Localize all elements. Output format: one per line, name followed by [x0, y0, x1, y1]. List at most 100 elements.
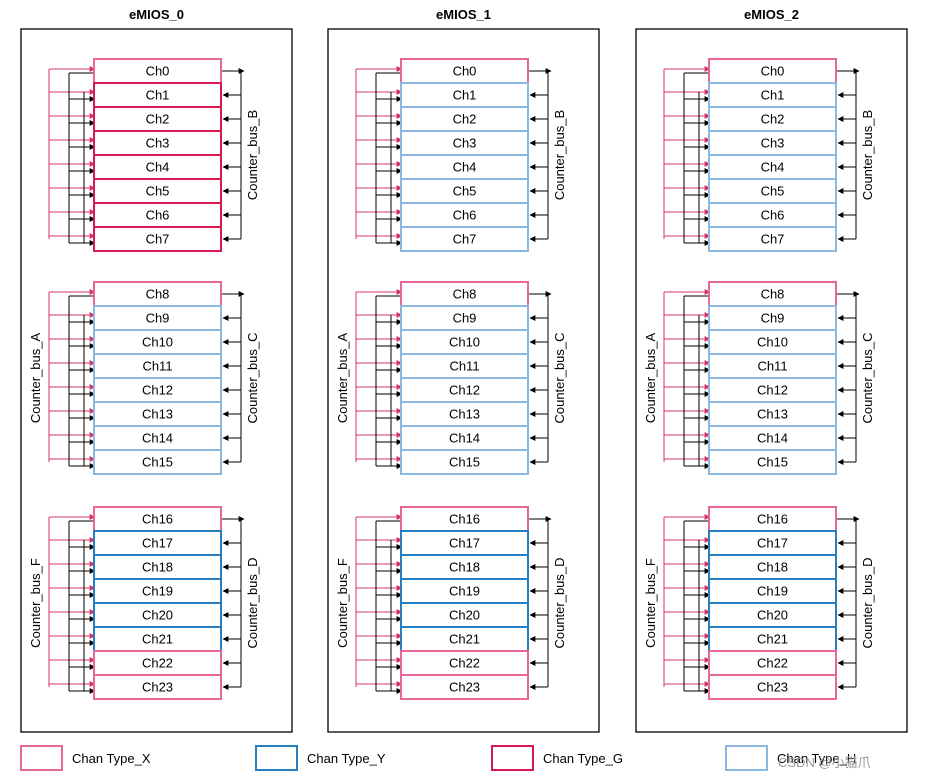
counter-bus-label: Counter_bus_B	[245, 110, 260, 200]
channel-label: Ch3	[761, 136, 785, 151]
channel-label: Ch23	[757, 680, 788, 695]
channel-label: Ch14	[142, 431, 173, 446]
channel-box-ch10	[93, 329, 222, 355]
channel-box-ch15	[400, 449, 529, 475]
channel-box-ch5	[708, 178, 837, 204]
channel-box-ch14	[708, 425, 837, 451]
module-title: eMIOS_2	[744, 7, 799, 22]
channel-box-ch8	[400, 281, 529, 307]
channel-box-ch20	[708, 602, 837, 628]
channel-group: Counter_bus_D Counter_bus_F Ch16 Ch17 Ch18 Ch…	[335, 506, 567, 700]
counter-bus-label: Counter_bus_D	[245, 557, 260, 648]
counter-bus-label: Counter_bus_A	[335, 333, 350, 424]
channel-box-ch22	[93, 650, 222, 676]
channel-box-ch8	[708, 281, 837, 307]
channel-box-ch12	[708, 377, 837, 403]
channel-box-ch15	[93, 449, 222, 475]
module-border	[327, 28, 600, 733]
module-border	[635, 28, 908, 733]
channel-box-ch14	[93, 425, 222, 451]
channel-box-ch0	[400, 58, 529, 84]
channel-label: Ch10	[757, 335, 788, 350]
channel-label: Ch15	[449, 455, 480, 470]
channel-label: Ch18	[142, 560, 173, 575]
channel-label: Ch4	[146, 160, 170, 175]
channel-box-ch18	[93, 554, 222, 580]
channel-box-ch22	[400, 650, 529, 676]
legend: Chan Type_X Chan Type_Y Chan Type_G Chan Ty…	[20, 745, 856, 771]
channel-label: Ch18	[449, 560, 480, 575]
channel-label: Ch20	[449, 608, 480, 623]
channel-label: Ch5	[761, 184, 785, 199]
channel-label: Ch1	[146, 88, 170, 103]
channel-label: Ch11	[142, 359, 172, 374]
channel-label: Ch3	[146, 136, 170, 151]
counter-bus-label: Counter_bus_C	[552, 332, 567, 423]
channel-label: Ch11	[449, 359, 479, 374]
channel-label: Ch17	[757, 536, 788, 551]
channel-label: Ch16	[449, 512, 480, 527]
channel-box-ch21	[400, 626, 529, 652]
channel-label: Ch23	[449, 680, 480, 695]
channel-label: Ch20	[757, 608, 788, 623]
channel-label: Ch22	[449, 656, 480, 671]
channel-box-ch2	[708, 106, 837, 132]
channel-box-ch5	[93, 178, 222, 204]
counter-bus-label: Counter_bus_D	[860, 557, 875, 648]
legend-label: Chan Type_G	[543, 751, 623, 766]
channel-box-ch11	[708, 353, 837, 379]
channel-group: Counter_bus_D Counter_bus_F Ch16 Ch17 Ch18 Ch…	[643, 506, 875, 700]
channel-box-ch5	[400, 178, 529, 204]
channel-label: Ch14	[449, 431, 480, 446]
channel-label: Ch9	[761, 311, 785, 326]
channel-label: Ch19	[142, 584, 173, 599]
channel-box-ch6	[708, 202, 837, 228]
legend-label: Chan Type_Y	[307, 751, 386, 766]
counter-bus-label: Counter_bus_D	[552, 557, 567, 648]
channel-box-ch13	[93, 401, 222, 427]
channel-label: Ch3	[453, 136, 477, 151]
channel-label: Ch7	[453, 232, 477, 247]
channel-label: Ch1	[453, 88, 477, 103]
module-border	[20, 28, 293, 733]
channel-label: Ch6	[453, 208, 477, 223]
channel-box-ch4	[93, 154, 222, 180]
counter-bus-label: Counter_bus_F	[643, 558, 658, 648]
channel-label: Ch19	[449, 584, 480, 599]
channel-label: Ch22	[757, 656, 788, 671]
channel-box-ch23	[708, 674, 837, 700]
module-title: eMIOS_1	[436, 7, 491, 22]
channel-box-ch23	[93, 674, 222, 700]
channel-label: Ch6	[146, 208, 170, 223]
channel-label: Ch15	[757, 455, 788, 470]
counter-bus-label: Counter_bus_F	[28, 558, 43, 648]
channel-box-ch10	[400, 329, 529, 355]
counter-bus-label: Counter_bus_B	[860, 110, 875, 200]
channel-group: Counter_bus_B Ch0 Ch1 Ch2 Ch3 Ch4 Ch5 Ch6 Ch7	[663, 58, 875, 252]
channel-label: Ch18	[757, 560, 788, 575]
legend-swatch-type-h	[725, 745, 768, 771]
counter-bus-label: Counter_bus_F	[335, 558, 350, 648]
channel-box-ch4	[400, 154, 529, 180]
channel-box-ch16	[400, 506, 529, 532]
watermark-text: CSDN @小猫爪	[778, 755, 871, 770]
channel-label: Ch16	[757, 512, 788, 527]
channel-label: Ch1	[761, 88, 785, 103]
legend-label: Chan Type_H	[777, 751, 856, 766]
channel-box-ch11	[93, 353, 222, 379]
legend-swatch-type-y	[255, 745, 298, 771]
channel-label: Ch8	[761, 287, 785, 302]
channel-box-ch6	[400, 202, 529, 228]
channel-label: Ch22	[142, 656, 173, 671]
channel-box-ch11	[400, 353, 529, 379]
channel-label: Ch0	[761, 64, 785, 79]
channel-label: Ch12	[142, 383, 173, 398]
counter-bus-label: Counter_bus_C	[860, 332, 875, 423]
channel-group: Counter_bus_C Counter_bus_A Ch8 Ch9 Ch10 Ch11…	[28, 281, 260, 475]
counter-bus-label: Counter_bus_A	[643, 333, 658, 424]
channel-label: Ch0	[146, 64, 170, 79]
channel-label: Ch12	[757, 383, 788, 398]
channel-box-ch2	[400, 106, 529, 132]
legend-label: Chan Type_X	[72, 751, 151, 766]
